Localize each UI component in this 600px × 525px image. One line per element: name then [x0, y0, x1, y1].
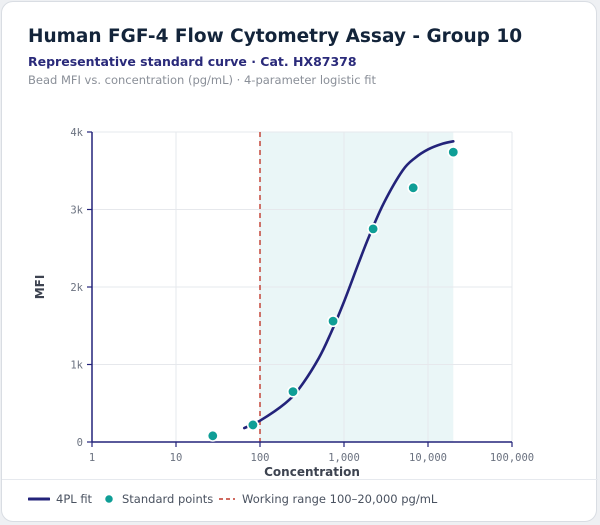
- chart-subtitle: Representative standard curve · Cat. HX8…: [28, 54, 357, 69]
- x-tick-label: 10,000: [409, 452, 447, 464]
- standard-point: [367, 222, 380, 235]
- fit-curve-line: [242, 140, 455, 430]
- legend-fit-swatch: [28, 497, 50, 501]
- x-tick-label: 100: [251, 452, 270, 464]
- standard-point: [407, 181, 420, 194]
- x-tick-label: 1,000: [328, 452, 360, 464]
- y-tick-label: 0: [77, 437, 83, 449]
- standard-point: [206, 429, 219, 442]
- legend-item-fit: 4PL fit: [28, 492, 92, 506]
- standard-curve-chart: 1 10 100 1,000 10,000 100,000 0 1k 2k 3k 4k Concent…: [33, 127, 534, 478]
- legend: 4PL fit Standard points Working range 10…: [2, 479, 598, 524]
- y-axis-label: MFI: [33, 275, 47, 300]
- legend-range-label: Working range 100–20,000 pg/mL: [242, 492, 438, 506]
- legend-item-points: Standard points: [102, 492, 213, 506]
- legend-points-swatch: [103, 493, 115, 505]
- legend-fit-label: 4PL fit: [56, 492, 93, 506]
- legend-points-label: Standard points: [122, 492, 214, 506]
- legend-item-range: Working range 100–20,000 pg/mL: [218, 492, 437, 506]
- standard-point: [327, 315, 340, 328]
- standard-point: [447, 146, 460, 159]
- x-tick-label: 1: [89, 452, 95, 464]
- y-tick-label: 4k: [70, 127, 83, 139]
- legend-range-swatch: [219, 498, 235, 500]
- x-tick-label: 100,000: [490, 452, 534, 464]
- standard-point: [286, 385, 299, 398]
- chart-title: Human FGF-4 Flow Cytometry Assay - Group…: [28, 26, 523, 47]
- standard-point: [246, 418, 259, 431]
- y-tick-label: 1k: [70, 360, 83, 372]
- chart-caption: Bead MFI vs. concentration (pg/mL) · 4-p…: [28, 73, 376, 87]
- x-axis-label: Concentration: [264, 465, 360, 478]
- y-tick-label: 2k: [70, 282, 83, 294]
- x-tick-label: 10: [170, 452, 183, 464]
- y-tick-label: 3k: [70, 205, 83, 217]
